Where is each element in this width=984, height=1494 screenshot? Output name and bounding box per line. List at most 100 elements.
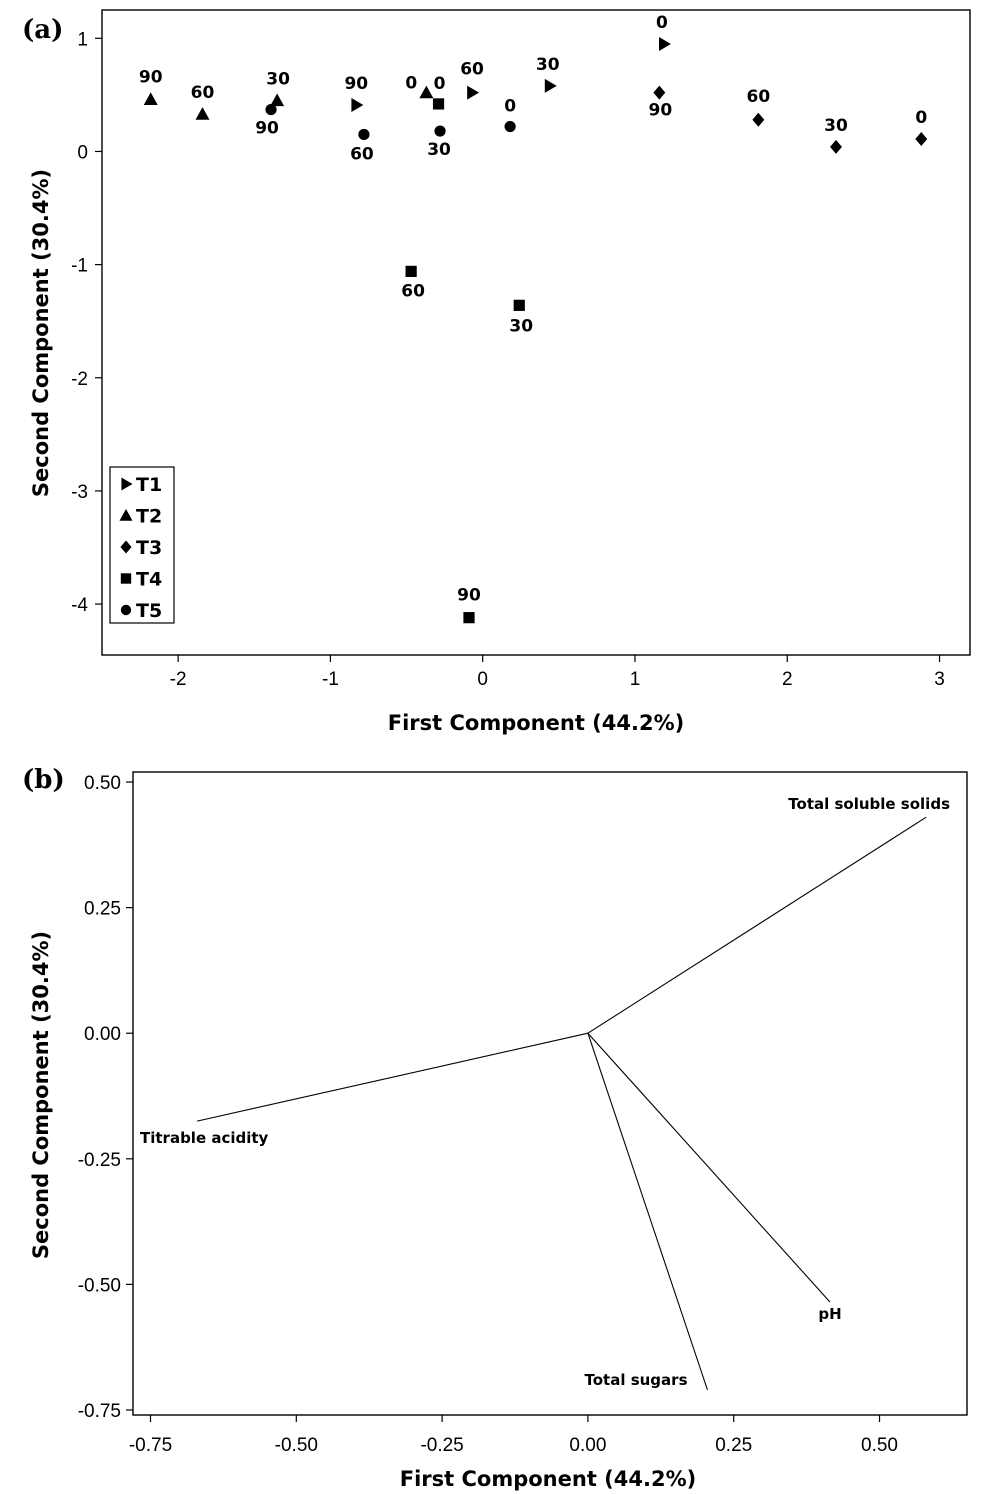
score-plot-x-title: First Component (44.2%) — [388, 711, 684, 735]
point-t5-90 — [265, 103, 277, 116]
point-label: 30 — [266, 70, 290, 90]
vector-titrable-acidity: Titrable acidity — [140, 1032, 589, 1147]
point-label: 90 — [139, 67, 163, 87]
legend-label-t4: T4 — [136, 569, 162, 591]
panel-b-label: (b) — [22, 765, 65, 795]
point-label: 30 — [536, 55, 560, 75]
panel-a-label: (a) — [22, 15, 63, 45]
x-tick-label: 0.50 — [861, 1435, 898, 1456]
point-label: 90 — [344, 74, 368, 94]
legend-marker-t3 — [120, 540, 132, 554]
point-label: 60 — [460, 60, 484, 80]
point-label: 0 — [405, 74, 417, 94]
point-t1-0 — [659, 36, 671, 51]
series-t5: 90 60 30 0 — [255, 97, 516, 165]
point-label: 60 — [746, 87, 770, 107]
loading-plot-x-ticks: -0.75 -0.50 -0.25 0.00 0.25 0.50 — [129, 1415, 898, 1456]
y-tick-label: 0.25 — [84, 899, 121, 920]
vector-label-ph: pH — [818, 1305, 841, 1323]
point-t5-30 — [434, 125, 446, 137]
score-plot-legend: T1 T2 T3 T4 T5 — [109, 466, 175, 624]
point-label: 30 — [509, 316, 533, 336]
x-tick-label: 3 — [934, 669, 945, 690]
legend-label-t1: T1 — [136, 474, 162, 496]
x-tick-label: 1 — [630, 669, 641, 690]
vector-total-sugars: Total sugars — [585, 1033, 708, 1391]
point-label: 30 — [427, 140, 451, 160]
point-t2-60 — [195, 107, 210, 120]
point-label: 30 — [824, 116, 848, 136]
y-tick-label: -4 — [71, 595, 88, 616]
legend-label-t2: T2 — [136, 506, 162, 528]
point-t3-90 — [653, 85, 666, 100]
x-tick-label: 0.00 — [569, 1435, 606, 1456]
point-label: 0 — [434, 74, 446, 94]
score-plot-frame — [101, 9, 971, 656]
vector-line-total-soluble-solids — [587, 816, 927, 1034]
loading-vectors: Total soluble solids Titrable acidity pH To… — [140, 795, 950, 1391]
point-label: 60 — [191, 83, 215, 103]
score-plot-points: 90 60 30 0 90 60 30 0 90 60 30 0 90 60 30 0 90 60 30 0 — [139, 13, 928, 624]
point-label: 90 — [457, 586, 481, 606]
point-t4-90 — [463, 612, 475, 624]
point-t3-0 — [915, 132, 928, 146]
vector-label-total-sugars: Total sugars — [585, 1371, 688, 1389]
point-label: 90 — [255, 119, 279, 139]
point-t2-0 — [419, 85, 434, 99]
point-t4-60 — [405, 265, 417, 277]
vector-label-total-soluble-solids: Total soluble solids — [788, 795, 950, 813]
score-plot-y-ticks: -4 -3 -2 -1 0 1 — [71, 29, 102, 616]
series-t4: 90 60 30 0 — [401, 74, 533, 624]
point-t2-30 — [270, 93, 285, 107]
vector-total-soluble-solids: Total soluble solids — [587, 795, 950, 1034]
x-tick-label: -2 — [170, 669, 187, 690]
y-tick-label: -0.50 — [78, 1275, 121, 1296]
y-tick-label: -0.75 — [78, 1401, 121, 1422]
series-t3: 90 60 30 0 — [649, 85, 928, 154]
point-t1-60 — [467, 85, 480, 100]
point-label: 90 — [649, 101, 673, 121]
legend-marker-t2 — [119, 509, 133, 521]
vector-label-titrable-acidity: Titrable acidity — [140, 1129, 269, 1147]
legend-marker-t1 — [121, 477, 133, 491]
vector-line-total-sugars — [587, 1033, 708, 1391]
legend-label-t3: T3 — [136, 537, 162, 559]
loading-plot-y-title: Second Component (30.4%) — [29, 931, 53, 1259]
x-tick-label: 0.25 — [715, 1435, 752, 1456]
series-t1: 90 60 30 0 — [344, 13, 671, 113]
point-t5-0 — [504, 120, 516, 133]
loading-plot-panel: (b) -0.75 -0.50 -0.25 0.00 0.25 0.50 -0.75 -0.… — [22, 765, 968, 1491]
y-tick-label: -2 — [71, 369, 88, 390]
loading-plot-x-title: First Component (44.2%) — [400, 1467, 696, 1491]
point-t3-60 — [752, 112, 765, 127]
x-tick-label: 0 — [477, 669, 488, 690]
x-tick-label: -0.75 — [129, 1435, 172, 1456]
point-t2-90 — [143, 92, 158, 105]
point-t4-0 — [432, 98, 445, 110]
y-tick-label: 0 — [77, 142, 88, 163]
y-tick-label: 0.00 — [84, 1024, 121, 1045]
point-label: 0 — [656, 13, 668, 33]
y-tick-label: -0.25 — [78, 1150, 121, 1171]
x-tick-label: -0.25 — [420, 1435, 463, 1456]
vector-ph: pH — [587, 1032, 842, 1323]
point-label: 0 — [915, 108, 927, 128]
point-t3-30 — [830, 139, 842, 154]
legend-box — [109, 466, 175, 624]
point-t1-30 — [544, 78, 557, 93]
series-t2: 90 60 30 0 — [139, 67, 434, 120]
y-tick-label: -1 — [71, 256, 88, 277]
point-t5-60 — [358, 128, 370, 141]
point-t1-90 — [351, 98, 364, 113]
legend-marker-t4 — [120, 573, 132, 584]
x-tick-label: 2 — [782, 669, 793, 690]
point-label: 60 — [350, 144, 374, 164]
y-tick-label: 1 — [77, 29, 88, 50]
loading-plot-y-ticks: -0.75 -0.50 -0.25 0.00 0.25 0.50 — [78, 773, 133, 1422]
score-plot-x-ticks: -2 -1 0 1 2 3 — [170, 655, 945, 690]
point-label: 60 — [401, 281, 425, 301]
y-tick-label: -3 — [71, 482, 88, 503]
legend-marker-t5 — [120, 604, 132, 616]
loading-plot-frame — [132, 771, 968, 1416]
